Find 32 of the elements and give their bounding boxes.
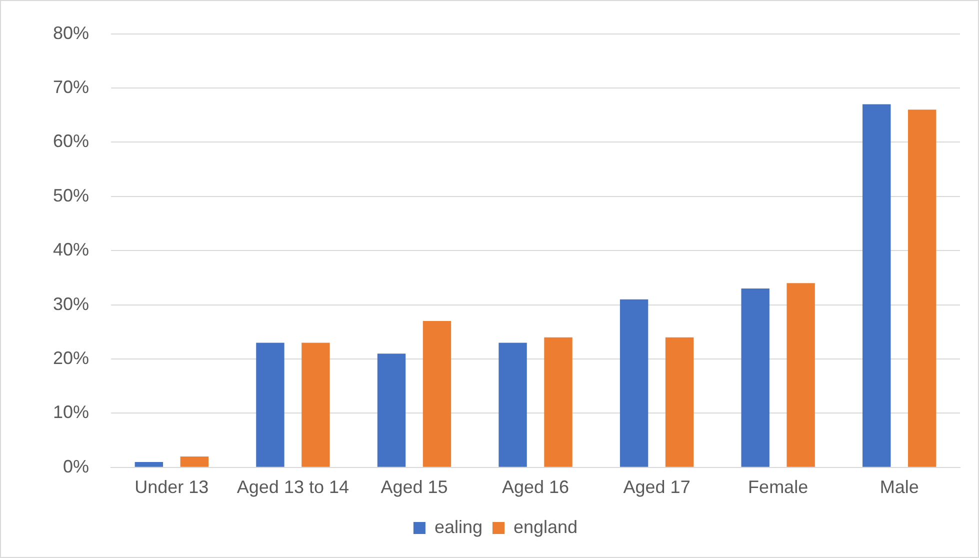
x-tick-label: Male bbox=[880, 477, 919, 498]
bar bbox=[422, 321, 452, 467]
bar bbox=[256, 342, 284, 467]
bar bbox=[134, 462, 164, 467]
bar bbox=[862, 104, 891, 467]
x-tick-label: Aged 17 bbox=[623, 477, 690, 498]
y-tick-label: 10% bbox=[52, 402, 90, 422]
y-tick-label: 30% bbox=[52, 294, 90, 314]
bar bbox=[377, 354, 406, 467]
bar bbox=[741, 288, 770, 467]
y-tick-label: 60% bbox=[52, 131, 90, 152]
y-tick-label: 80% bbox=[52, 22, 90, 43]
y-tick-label: 20% bbox=[52, 348, 90, 368]
bar bbox=[544, 337, 572, 467]
y-tick-label: 70% bbox=[52, 76, 90, 97]
legend-label: england bbox=[513, 516, 578, 537]
x-tick-label: Aged 15 bbox=[380, 477, 448, 498]
x-tick-label: Under 13 bbox=[134, 477, 209, 498]
bar bbox=[908, 110, 936, 467]
y-tick-label: 0% bbox=[63, 456, 90, 476]
bar bbox=[665, 337, 694, 467]
x-tick-label: Aged 16 bbox=[502, 477, 570, 498]
bar bbox=[786, 283, 815, 467]
bar bbox=[620, 299, 648, 467]
y-tick-label: 40% bbox=[52, 240, 90, 260]
x-tick-label: Aged 13 to 14 bbox=[236, 477, 350, 498]
y-tick-label: 50% bbox=[52, 185, 90, 206]
x-tick-label: Female bbox=[748, 477, 808, 498]
legend-label: ealing bbox=[434, 516, 482, 537]
bar bbox=[498, 342, 527, 467]
bar bbox=[302, 342, 330, 467]
bar bbox=[180, 456, 209, 467]
